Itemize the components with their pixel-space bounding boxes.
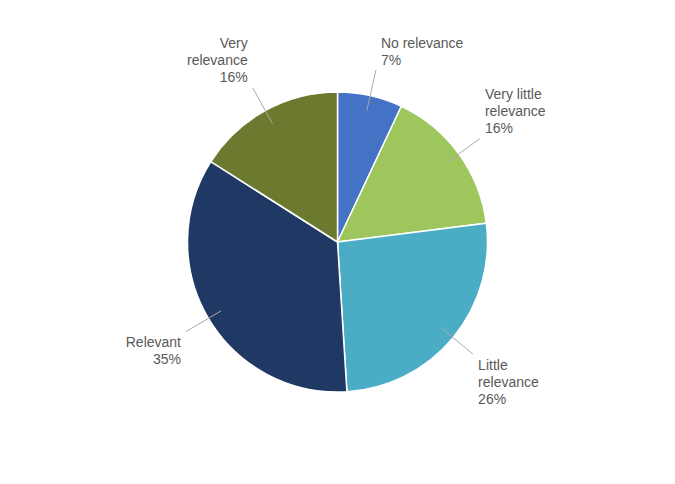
pie-slice [338, 223, 488, 392]
category-label-line: Little [478, 357, 508, 373]
category-label-line: relevance [187, 52, 248, 68]
chart-container: No relevance7%Very littlerelevance16%Lit… [0, 0, 675, 484]
category-label: Very littlerelevance [485, 86, 546, 119]
leader-line [367, 70, 376, 110]
category-label: Veryrelevance [187, 35, 248, 68]
leader-lines [186, 70, 480, 354]
leader-line [442, 328, 474, 354]
leader-line [186, 311, 221, 332]
category-label-line: No relevance [381, 35, 464, 51]
category-label: Relevant [126, 334, 181, 350]
slices [188, 92, 488, 392]
category-label-line: relevance [485, 103, 546, 119]
pie-slice [211, 92, 338, 242]
leader-line [447, 139, 480, 163]
chart-svg: No relevance7%Very littlerelevance16%Lit… [0, 0, 675, 484]
category-label-line: Very little [485, 86, 542, 102]
value-label: 35% [153, 351, 181, 367]
category-label: Littlerelevance [478, 357, 539, 390]
value-label: 16% [220, 69, 248, 85]
leader-line [253, 88, 273, 124]
labels: No relevance7%Very littlerelevance16%Lit… [126, 35, 546, 407]
category-label: No relevance [381, 35, 464, 51]
category-label-line: Relevant [126, 334, 181, 350]
value-label: 7% [381, 52, 401, 68]
category-label-line: relevance [478, 374, 539, 390]
pie-slice [338, 106, 487, 242]
value-label: 16% [485, 120, 513, 136]
value-label: 26% [478, 391, 506, 407]
category-label-line: Very [220, 35, 248, 51]
